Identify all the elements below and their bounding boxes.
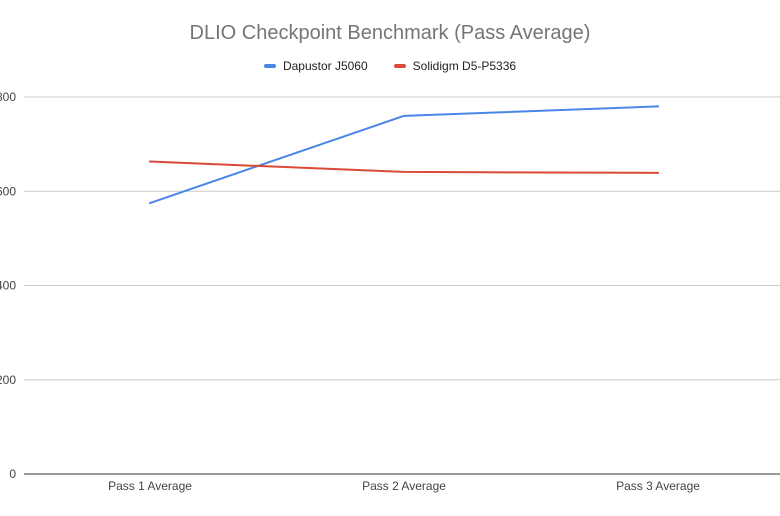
legend: Dapustor J5060 Solidigm D5-P5336 (0, 59, 780, 73)
y-tick-label: 800 (0, 90, 16, 104)
y-tick-label: 200 (0, 373, 16, 387)
data-point-solidigm-3 (657, 171, 659, 174)
legend-label-dapustor: Dapustor J5060 (282, 59, 368, 73)
y-tick-label: 0 (9, 467, 16, 481)
data-point-dapustor-1 (149, 202, 151, 205)
data-point-dapustor-2 (403, 114, 405, 117)
legend-entry-dapustor[interactable]: Dapustor J5060 (263, 59, 368, 73)
legend-swatch-solidigm (393, 64, 406, 68)
legend-entry-solidigm[interactable]: Solidigm D5-P5336 (393, 59, 517, 73)
data-point-solidigm-2 (403, 170, 405, 173)
x-tick-label: Pass 2 Average (362, 479, 446, 493)
legend-label-solidigm: Solidigm D5-P5336 (412, 59, 517, 73)
data-point-dapustor-3 (657, 105, 659, 108)
y-tick-label: 400 (0, 279, 16, 293)
x-tick-label: Pass 3 Average (616, 479, 700, 493)
x-tick-label: Pass 1 Average (108, 479, 192, 493)
y-tick-label: 600 (0, 184, 16, 198)
series-line-dapustor (149, 105, 659, 205)
chart-title: DLIO Checkpoint Benchmark (Pass Average) (189, 22, 591, 44)
data-point-solidigm-1 (149, 160, 151, 163)
legend-swatch-dapustor (263, 64, 276, 68)
